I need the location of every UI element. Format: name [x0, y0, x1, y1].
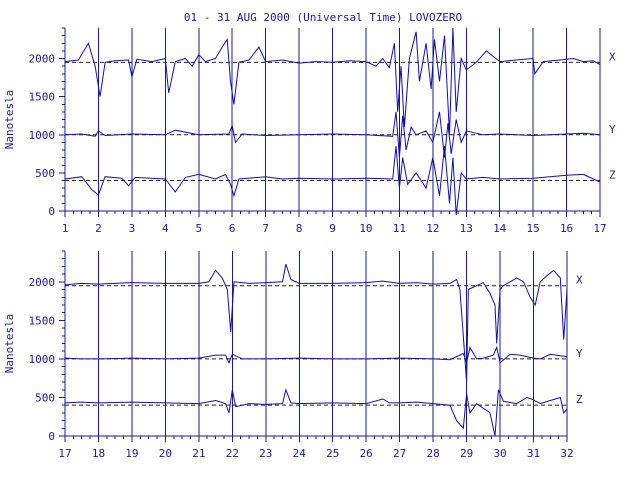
x-tick-label: 21	[192, 447, 205, 460]
y-tick-label: 500	[35, 167, 55, 180]
panel-17-32-aug: 0 500 1000 1500 2000 17 18 19 20 21 22 23 24 25 26 27 28…	[3, 250, 583, 460]
x-tick-label: 18	[92, 447, 105, 460]
y-tick-label: 1500	[29, 91, 56, 104]
x-tick-label: 12	[426, 222, 439, 235]
x-tick-label: 17	[593, 222, 606, 235]
x-tick-label: 19	[125, 447, 138, 460]
trace-z	[64, 146, 601, 215]
trace-z	[64, 388, 568, 437]
y-tick-label: 500	[35, 391, 55, 404]
y-tick-label: 1000	[29, 353, 56, 366]
series-label-x: X	[609, 50, 616, 63]
x-tick-label: 29	[460, 447, 473, 460]
y-axis-label: Nanotesla	[3, 314, 16, 374]
y-tick-label: 1500	[29, 314, 56, 327]
x-tick-label: 3	[129, 222, 136, 235]
x-tick-label: 13	[460, 222, 473, 235]
series-label-y: Y	[609, 123, 616, 136]
trace-x	[64, 27, 601, 135]
trace-y	[64, 111, 601, 158]
series-label-y: Y	[576, 347, 583, 360]
x-tick-label: 22	[226, 447, 239, 460]
x-tick-label: 15	[527, 222, 540, 235]
x-tick-label: 23	[259, 447, 272, 460]
series-label-x: X	[576, 274, 583, 287]
trace-x	[64, 263, 568, 383]
y-tick-label: 0	[48, 430, 55, 443]
x-tick-label: 1	[62, 222, 69, 235]
x-tick-label: 17	[58, 447, 71, 460]
series-label-z: Z	[609, 169, 616, 182]
x-tick-label: 8	[296, 222, 303, 235]
x-tick-label: 27	[393, 447, 406, 460]
x-tick-label: 5	[195, 222, 202, 235]
y-tick-label: 2000	[29, 276, 56, 289]
x-tick-label: 14	[493, 222, 507, 235]
x-tick-label: 25	[326, 447, 339, 460]
x-tick-label: 28	[427, 447, 440, 460]
x-tick-label: 6	[229, 222, 236, 235]
x-tick-label: 2	[95, 222, 102, 235]
trace-y	[64, 345, 568, 365]
y-axis-label: Nanotesla	[3, 90, 16, 150]
x-tick-label: 10	[359, 222, 372, 235]
x-tick-label: 26	[360, 447, 373, 460]
x-tick-label: 7	[262, 222, 269, 235]
x-tick-label: 30	[493, 447, 506, 460]
x-tick-label: 4	[162, 222, 169, 235]
y-tick-label: 2000	[29, 53, 56, 66]
chart-title: 01 - 31 AUG 2000 (Universal Time) LOVOZE…	[184, 11, 462, 24]
x-tick-label: 9	[329, 222, 336, 235]
x-tick-label: 11	[393, 222, 406, 235]
series-label-z: Z	[576, 393, 583, 406]
y-tick-label: 1000	[29, 129, 56, 142]
y-tick-label: 0	[48, 205, 55, 218]
x-tick-label: 32	[560, 447, 573, 460]
x-tick-label: 16	[560, 222, 573, 235]
x-tick-label: 20	[159, 447, 172, 460]
x-tick-label: 31	[527, 447, 540, 460]
x-tick-label: 24	[293, 447, 307, 460]
